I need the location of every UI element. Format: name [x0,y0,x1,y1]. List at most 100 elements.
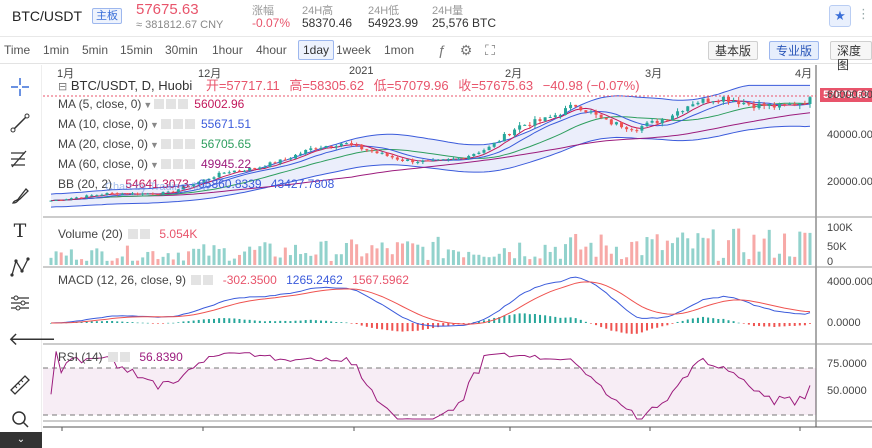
macd-value-1: -302.3500 [222,273,277,287]
zoom-icon[interactable] [8,407,32,431]
ruler-icon[interactable] [8,373,32,397]
candle-body [737,100,741,105]
bb-legend: BB (20, 2) 54641.3073 65860.8339 43427.7… [58,176,334,192]
interval-15min[interactable]: 15min [120,43,153,57]
interval-1mon[interactable]: 1mon [384,43,415,57]
close-icon[interactable] [203,275,214,285]
candle-body [686,106,690,112]
more-icon[interactable]: ⋮ [857,6,870,21]
settings-gear-icon[interactable] [166,99,177,109]
trading-chart[interactable]: ⊟ BTC/USDT, D, Huobi 开=57717.11 高=58305.… [43,65,872,448]
pattern-icon[interactable] [8,255,32,279]
interval-30min[interactable]: 30min [165,43,198,57]
crosshair-icon[interactable] [8,75,32,99]
macd-histogram-bar [528,314,531,323]
candle-body [518,125,522,130]
close-icon[interactable] [120,352,131,362]
macd-histogram-bar [289,321,292,323]
interval-4hour[interactable]: 4hour [256,43,287,57]
macd-histogram-bar [411,323,414,332]
interval-5min[interactable]: 5min [82,43,109,57]
close-icon[interactable] [184,139,195,149]
brush-icon[interactable] [8,183,32,207]
indicators-icon[interactable]: ƒ [438,42,446,58]
prediction-icon[interactable] [8,291,32,315]
chevron-down-icon[interactable]: ▼ [143,100,153,110]
macd-histogram-bar [111,320,114,323]
settings-gear-icon[interactable] [108,352,119,362]
macd-axis-label: 4000.0000 [827,276,872,288]
interval-1hour[interactable]: 1hour [212,43,243,57]
settings-gear-icon[interactable] [128,229,139,239]
candle-body [217,172,221,178]
visibility-icon[interactable] [160,159,171,169]
macd-histogram-bar [661,323,664,327]
candle-body [635,130,639,132]
chevron-down-icon[interactable]: ▼ [150,140,159,150]
visibility-icon[interactable] [160,139,171,149]
settings-gear-icon[interactable] [172,119,183,129]
price-cny: ≈ 381812.67 CNY [136,19,224,31]
macd-histogram-bar [498,317,501,323]
close-icon[interactable] [140,229,151,239]
watermark: Chart by TradingView [105,181,210,193]
settings-gear-icon[interactable] [172,159,183,169]
macd-histogram-bar [90,321,93,323]
candle-body [676,111,680,116]
chevron-down-icon[interactable]: ▼ [150,160,159,170]
stat-2: 24H低 54923.99 [368,2,418,30]
favorite-star-icon[interactable]: ★ [829,5,851,27]
volume-bar [635,241,639,265]
visibility-icon[interactable] [154,99,165,109]
candle-body [309,148,313,150]
macd-histogram-bar [345,322,348,324]
fib-retracement-icon[interactable] [8,147,32,171]
version-button-1[interactable]: 专业版 [769,41,820,60]
ma-value: 56705.65 [200,137,252,151]
volume-bar [334,254,338,265]
chevron-down-icon[interactable]: ▼ [150,120,159,130]
close-icon[interactable] [184,159,195,169]
collapse-chevron-icon[interactable]: ⌄ [0,432,42,448]
macd-axis-label: 0.0000 [827,317,861,329]
close-icon[interactable] [184,119,195,129]
candle-body [614,122,618,125]
close-icon[interactable] [178,99,189,109]
version-button-0[interactable]: 基本版 [708,41,759,60]
visibility-icon[interactable] [160,119,171,129]
text-tool-icon[interactable]: T [13,220,27,242]
settings-gear-icon[interactable] [172,139,183,149]
candle-body [54,199,58,201]
settings-gear-icon[interactable] [191,275,202,285]
volume-bar [395,242,399,265]
interval-1week[interactable]: 1week [336,43,371,57]
interval-1min[interactable]: 1min [43,43,70,57]
macd-histogram-bar [727,320,730,323]
volume-bar [136,260,140,265]
candle-body [467,156,471,160]
settings-gear-icon[interactable]: ⚙ [459,42,473,58]
macd-histogram-bar [595,323,598,326]
candle-body [487,146,491,151]
macd-histogram-bar [340,322,343,323]
candle-body [441,159,445,161]
candle-body [344,143,348,145]
macd-histogram-bar [630,323,633,334]
back-arrow-icon[interactable]: 🡐 [8,329,57,349]
volume-bar [747,259,751,265]
candle-body [212,177,216,179]
pair-name[interactable]: BTC/USDT [12,8,82,24]
macd-histogram-bar [156,323,159,324]
macd-histogram-bar [187,321,190,323]
version-button-2[interactable]: 深度图 [830,41,872,72]
fullscreen-icon[interactable]: ⛶ [485,42,495,58]
volume-bar [426,259,430,265]
chart-canvas[interactable] [43,65,872,448]
candle-body [85,195,89,198]
interval-1day[interactable]: 1day [298,40,335,60]
interval-Time[interactable]: Time [4,43,31,57]
trend-line-icon[interactable] [8,111,32,135]
candle-body [569,104,573,109]
collapse-legend-icon[interactable]: ⊟ [58,81,68,93]
volume-bar [181,260,185,265]
